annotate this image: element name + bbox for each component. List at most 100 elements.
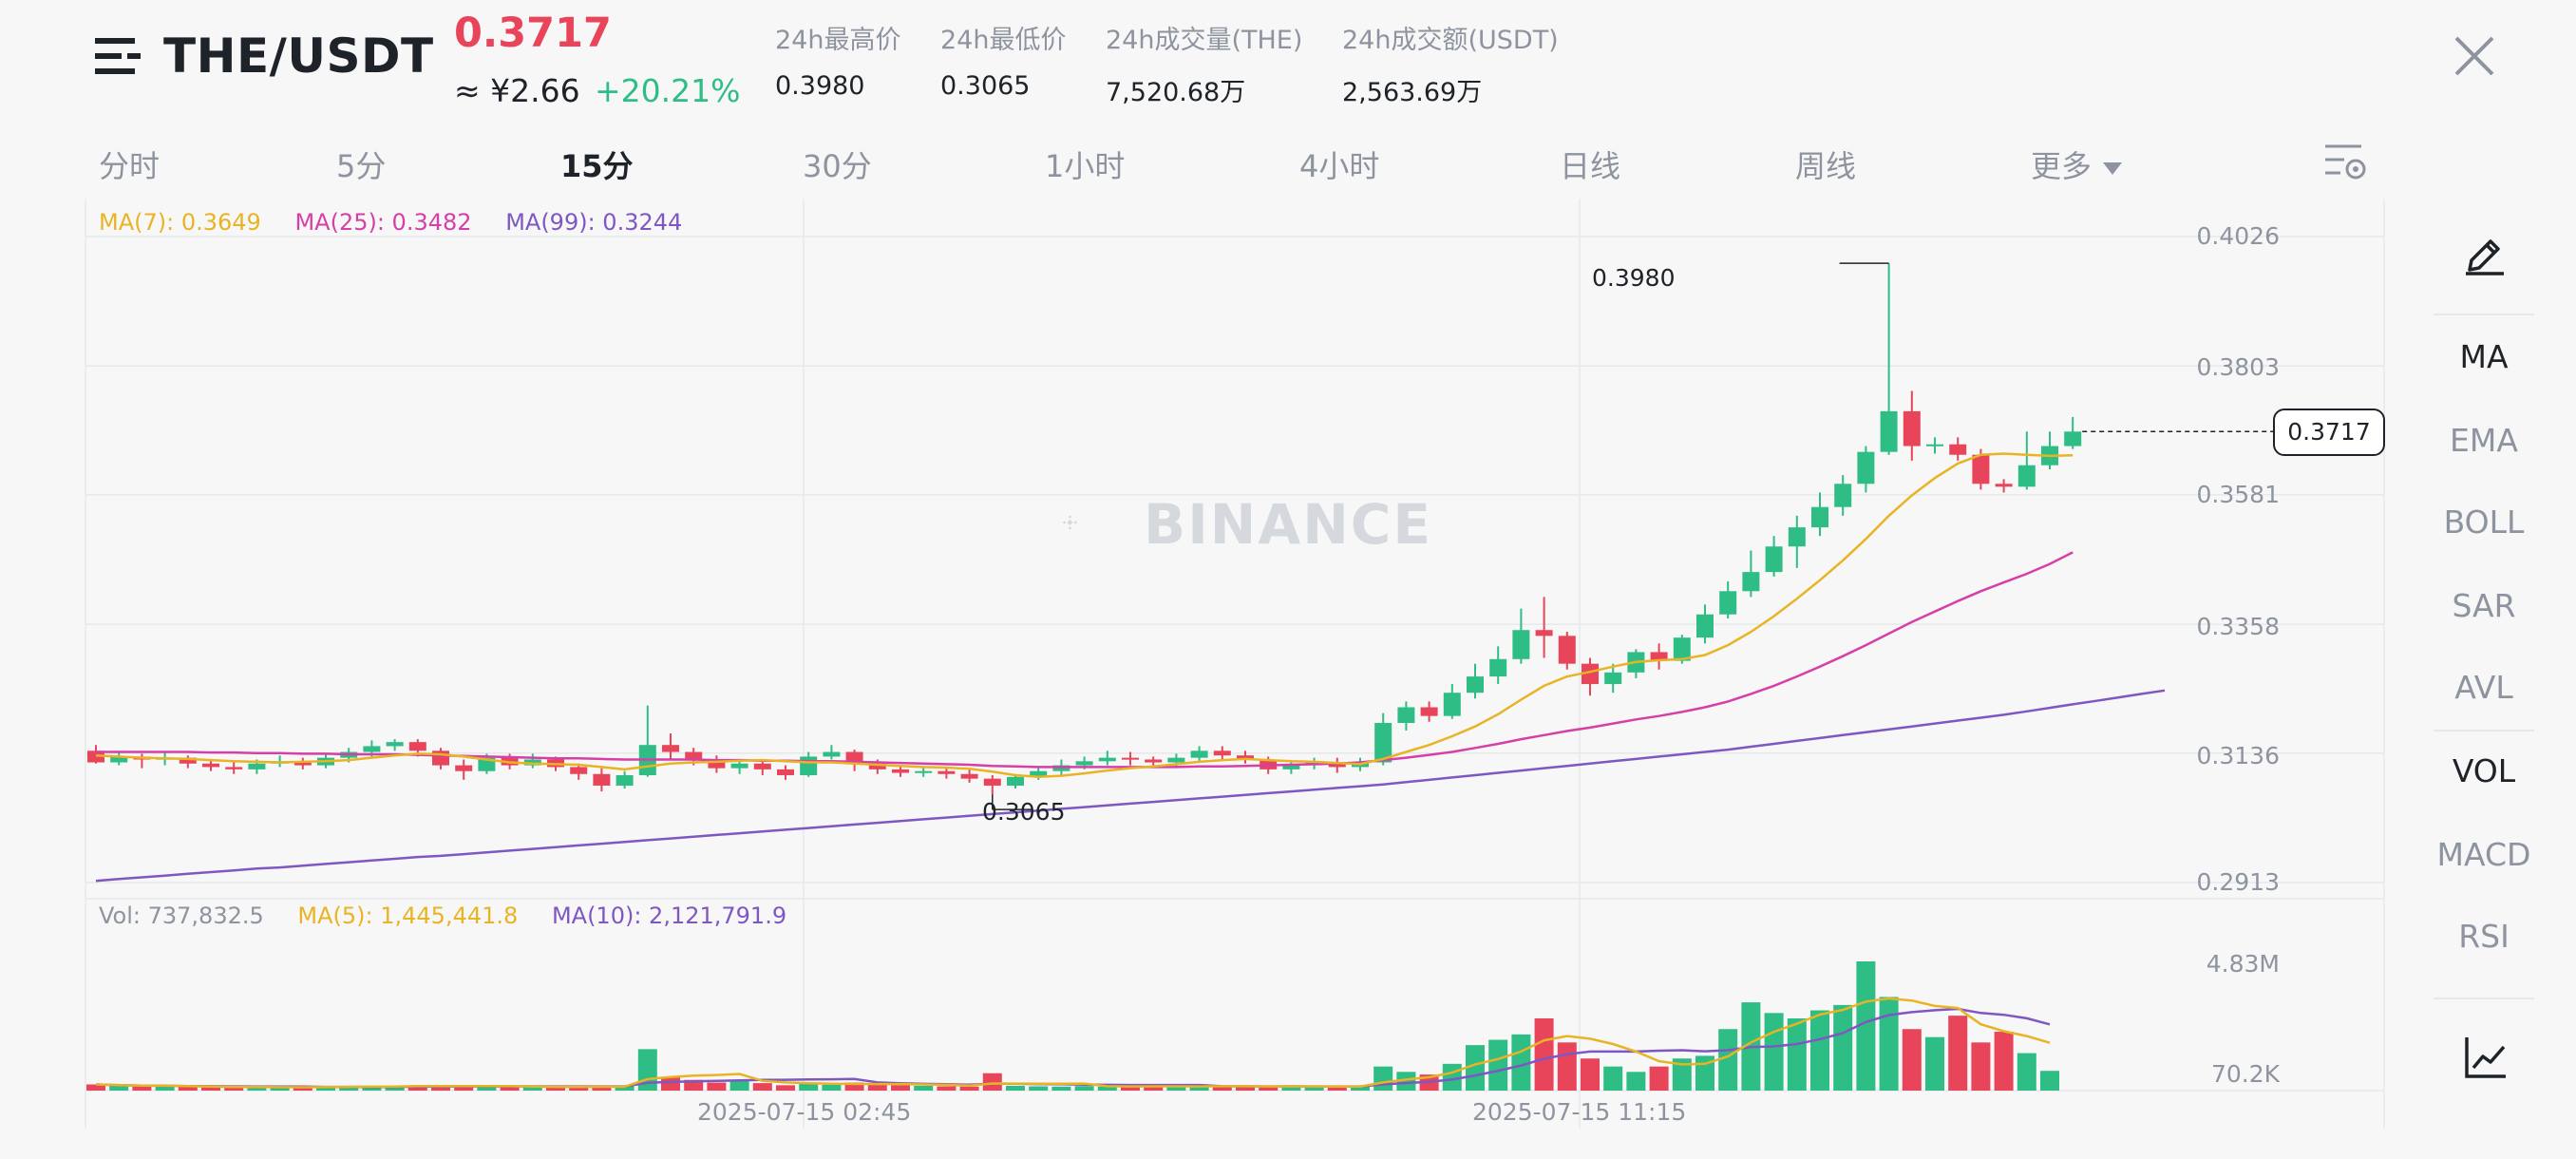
chart-settings-icon[interactable]: [2323, 141, 2367, 184]
stat-value: 7,520.68万: [1106, 78, 1246, 107]
indicator-avl[interactable]: AVL: [2454, 669, 2513, 706]
candle-body: [1190, 750, 1208, 758]
candle-body: [2064, 431, 2082, 446]
time-tick: 2025-07-15 02:45: [697, 1098, 912, 1126]
volume-bar: [615, 1086, 635, 1091]
indicator-ema[interactable]: EMA: [2450, 422, 2518, 459]
tab-1d[interactable]: 日线: [1560, 148, 1621, 184]
time-tick: 2025-07-15 11:15: [1472, 1098, 1687, 1126]
chart-line-icon[interactable]: [2464, 1036, 2508, 1079]
candle-body: [1742, 572, 1760, 592]
volume-bar: [1466, 1045, 1485, 1091]
volume-bar: [844, 1082, 864, 1091]
binance-logo-icon: [1062, 515, 1078, 530]
tab-1w[interactable]: 周线: [1795, 148, 1857, 184]
current-price-tag: 0.3717: [2273, 408, 2385, 456]
volume-bar: [546, 1087, 565, 1091]
volume-bar: [1994, 1032, 2014, 1091]
indicator-macd[interactable]: MACD: [2436, 836, 2531, 873]
volume-bar: [1810, 1010, 1829, 1091]
stat-value: 0.3065: [940, 71, 1031, 101]
candle-body: [1765, 546, 1783, 573]
candlestick-chart[interactable]: [0, 190, 2394, 1140]
ma25-legend: MA(25): 0.3482: [294, 209, 472, 236]
price-tick: 0.3803: [2196, 353, 2280, 381]
candle-body: [730, 763, 748, 769]
menu-icon[interactable]: [95, 34, 141, 80]
volume-bar: [500, 1087, 520, 1091]
candle-body: [938, 770, 956, 774]
volume-bar: [1327, 1086, 1347, 1091]
candle-body: [915, 770, 933, 773]
candle-body: [1949, 444, 1967, 455]
ma7-legend: MA(7): 0.3649: [99, 209, 261, 236]
chevron-down-icon: [2103, 162, 2123, 175]
volume-bar: [1856, 961, 1876, 1091]
candle-body: [1030, 770, 1048, 777]
header: THE/USDT 0.3717 ≈ ¥2.66 +20.21% 24h最高价 0…: [0, 0, 2576, 133]
candle-body: [523, 759, 541, 766]
indicator-boll[interactable]: BOLL: [2443, 504, 2525, 541]
candle-body: [1512, 630, 1530, 659]
candle-body: [1582, 663, 1599, 685]
volume-bar: [1488, 1039, 1508, 1091]
tab-5m[interactable]: 5分: [336, 148, 387, 184]
price-change: +20.21%: [595, 72, 741, 109]
candle-body: [455, 765, 473, 771]
volume-bar: [2017, 1053, 2036, 1091]
draw-pencil-icon[interactable]: [2464, 232, 2506, 276]
volume-bar: [247, 1087, 267, 1091]
indicator-rsi[interactable]: RSI: [2458, 918, 2510, 955]
vol-ma10-legend: MA(10): 2,121,791.9: [551, 902, 787, 929]
candle-body: [408, 742, 426, 751]
volume-bar: [729, 1081, 749, 1091]
volume-bar: [1764, 1013, 1784, 1091]
volume-bar: [201, 1087, 220, 1091]
volume-ma5-line: [95, 997, 2051, 1089]
volume-bar: [822, 1084, 842, 1091]
tab-1h[interactable]: 1小时: [1045, 148, 1126, 184]
tab-30m[interactable]: 30分: [803, 148, 872, 184]
stat-24h-turnover: 24h成交额(USDT) 2,563.69万: [1342, 19, 1559, 108]
candle-body: [1696, 614, 1714, 638]
tab-15m[interactable]: 15分: [560, 148, 634, 184]
volume-bar: [1166, 1086, 1186, 1091]
indicator-sar[interactable]: SAR: [2452, 587, 2516, 624]
volume-bar: [707, 1082, 727, 1091]
volume-bar: [1189, 1086, 1209, 1091]
volume-bar: [592, 1086, 612, 1091]
candle-body: [1604, 672, 1622, 685]
volume-bar: [1718, 1029, 1738, 1091]
indicator-sidebar: MA EMA BOLL SAR AVL VOL MACD RSI: [2430, 200, 2538, 1140]
tab-time[interactable]: 分时: [99, 148, 161, 184]
candle-body: [616, 774, 634, 786]
volume-bar: [1212, 1085, 1232, 1091]
tab-more[interactable]: 更多: [2031, 142, 2123, 186]
volume-bar: [1672, 1058, 1692, 1091]
volume-bar: [891, 1085, 910, 1091]
volume-bar: [914, 1085, 934, 1091]
candle-body: [1834, 484, 1852, 507]
candle-body: [1880, 410, 1898, 452]
volume-bar: [270, 1087, 290, 1091]
candle-body: [2017, 465, 2036, 487]
volume-bar: [752, 1083, 772, 1091]
close-icon[interactable]: [2453, 34, 2496, 78]
tab-4h[interactable]: 4小时: [1299, 148, 1380, 184]
price-tick: 0.3358: [2196, 613, 2280, 640]
volume-bar: [684, 1079, 704, 1091]
candle-body: [593, 773, 611, 786]
volume-bar: [1603, 1066, 1623, 1091]
indicator-ma[interactable]: MA: [2459, 338, 2509, 375]
candle-body: [662, 745, 679, 752]
stat-label: 24h成交量(THE): [1106, 26, 1303, 55]
stat-value: 0.3980: [775, 71, 865, 101]
volume-bar: [1396, 1072, 1416, 1091]
volume-bar: [1649, 1066, 1669, 1091]
candle-body: [892, 769, 909, 773]
volume-bar: [1051, 1086, 1071, 1091]
candle-body: [1397, 707, 1415, 723]
stat-24h-low: 24h最低价 0.3065: [940, 19, 1066, 101]
indicator-vol[interactable]: VOL: [2452, 752, 2516, 789]
volume-bar: [1902, 1029, 1922, 1091]
